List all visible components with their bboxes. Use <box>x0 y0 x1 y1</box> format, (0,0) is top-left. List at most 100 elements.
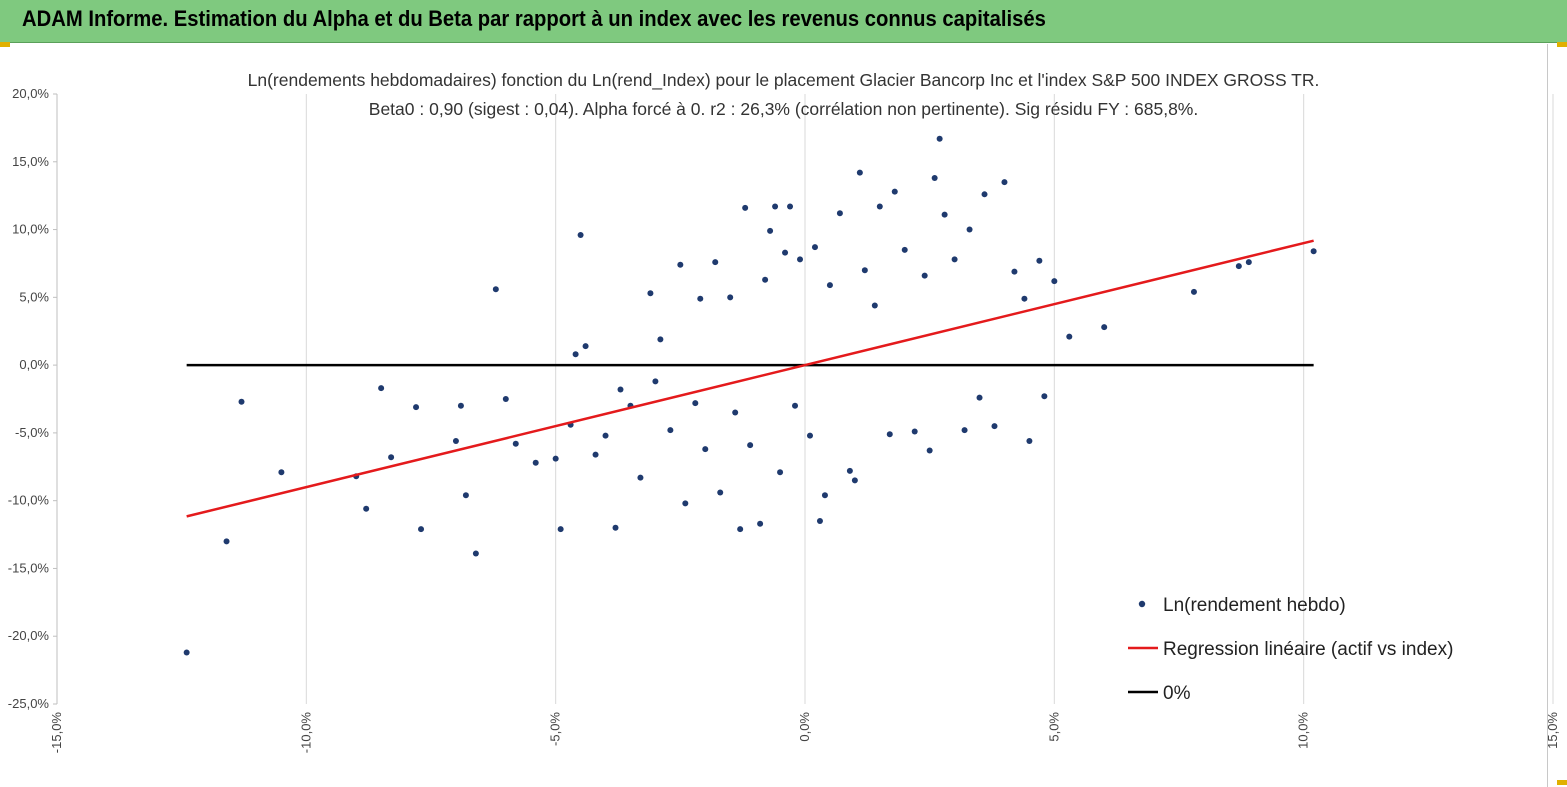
data-point <box>797 256 804 263</box>
data-point <box>462 492 469 499</box>
data-point <box>677 261 684 268</box>
data-point <box>532 459 539 466</box>
data-point <box>787 203 794 210</box>
data-point <box>697 295 704 302</box>
data-point <box>921 272 928 279</box>
data-point <box>936 135 943 142</box>
data-point <box>901 246 908 253</box>
data-point <box>777 469 784 476</box>
data-point <box>577 231 584 238</box>
data-point <box>737 526 744 533</box>
data-point <box>951 256 958 263</box>
data-point <box>502 396 509 402</box>
data-point <box>772 203 779 210</box>
data-point <box>363 505 370 512</box>
legend-label: Regression linéaire (actif vs index) <box>1163 639 1453 660</box>
data-point <box>512 440 519 447</box>
data-point <box>1001 179 1008 186</box>
data-point <box>1245 259 1252 266</box>
data-point <box>886 431 893 438</box>
data-point <box>981 191 988 198</box>
data-point <box>836 210 843 217</box>
data-point <box>762 276 769 283</box>
data-point <box>891 188 898 195</box>
data-point <box>1026 438 1033 445</box>
data-point <box>846 467 853 474</box>
data-point <box>826 282 833 289</box>
report-title: ADAM Informe. Estimation du Alpha et du … <box>22 6 1046 31</box>
data-point <box>941 211 948 218</box>
data-point <box>821 492 828 499</box>
data-point <box>806 432 813 439</box>
chart-subtitle: Beta0 : 0,90 (sigest : 0,04). Alpha forc… <box>368 99 1199 119</box>
legend-marker-points <box>1138 600 1146 608</box>
data-point <box>931 175 938 182</box>
data-point <box>851 477 858 484</box>
data-point <box>966 226 973 233</box>
data-point <box>757 520 764 527</box>
data-point <box>413 404 420 411</box>
y-tick-label: -15,0% <box>8 560 50 575</box>
data-point <box>418 526 425 533</box>
y-tick-label: 20,0% <box>12 86 49 101</box>
data-point <box>991 423 998 430</box>
data-point <box>732 409 739 416</box>
data-point <box>278 469 285 476</box>
x-tick-label: -5,0% <box>548 712 563 746</box>
data-point <box>452 438 459 445</box>
chart-area: -15,0% -10,0% -5,0% 0,0% 5,0% 10,0% 15,0% 20,0%… <box>0 44 1567 787</box>
y-tick-label: 5,0% <box>19 289 49 304</box>
x-tick-label: 5,0% <box>1046 712 1061 742</box>
data-point <box>472 550 479 557</box>
data-point <box>1011 268 1018 275</box>
data-point <box>961 427 968 434</box>
data-point <box>552 455 559 462</box>
data-point <box>1036 257 1043 264</box>
data-point <box>1021 295 1028 302</box>
corner-marker-top-right <box>1557 42 1567 47</box>
y-tick-label: -10,0% <box>8 493 50 508</box>
data-point <box>582 343 589 350</box>
data-point <box>712 259 719 266</box>
data-point <box>238 398 245 405</box>
chart-title: Ln(rendements hebdomadaires) fonction du… <box>247 70 1320 90</box>
data-point <box>717 489 724 496</box>
data-point <box>976 394 983 401</box>
data-point <box>637 474 644 481</box>
x-tick-label: -15,0% <box>49 712 64 754</box>
report-header: ADAM Informe. Estimation du Alpha et du … <box>0 0 1567 43</box>
scatter-chart: -15,0% -10,0% -5,0% 0,0% 5,0% 10,0% 15,0% 20,0%… <box>8 86 1560 754</box>
data-point <box>727 294 734 301</box>
data-point <box>876 203 883 210</box>
data-point <box>702 446 709 453</box>
legend-label: Ln(rendement hebdo) <box>1163 595 1346 616</box>
y-tick-label: 0,0% <box>19 357 49 372</box>
y-tick-label: 15,0% <box>12 154 49 169</box>
data-point <box>1310 248 1317 255</box>
data-point <box>457 402 464 409</box>
data-point <box>816 518 823 524</box>
data-point <box>856 169 863 176</box>
data-point <box>492 286 499 293</box>
regression-line <box>186 239 1314 518</box>
data-point <box>782 249 789 256</box>
x-tick-label: 0,0% <box>797 712 812 742</box>
data-point <box>1101 324 1108 331</box>
data-point <box>871 302 878 309</box>
data-point <box>792 402 799 409</box>
data-point <box>572 351 579 358</box>
x-tick-label: -10,0% <box>298 712 313 754</box>
data-point <box>1041 393 1048 400</box>
x-tick-label: 10,0% <box>1296 712 1311 749</box>
data-point <box>378 385 385 392</box>
data-point <box>557 526 564 533</box>
y-tick-label: -5,0% <box>15 425 49 440</box>
x-tick-label: 15,0% <box>1545 712 1560 749</box>
data-point <box>652 378 659 385</box>
data-point <box>592 451 599 458</box>
data-point <box>1066 333 1073 340</box>
data-point <box>926 447 933 454</box>
data-point <box>657 336 664 343</box>
data-point <box>911 428 918 435</box>
data-point <box>811 244 818 251</box>
